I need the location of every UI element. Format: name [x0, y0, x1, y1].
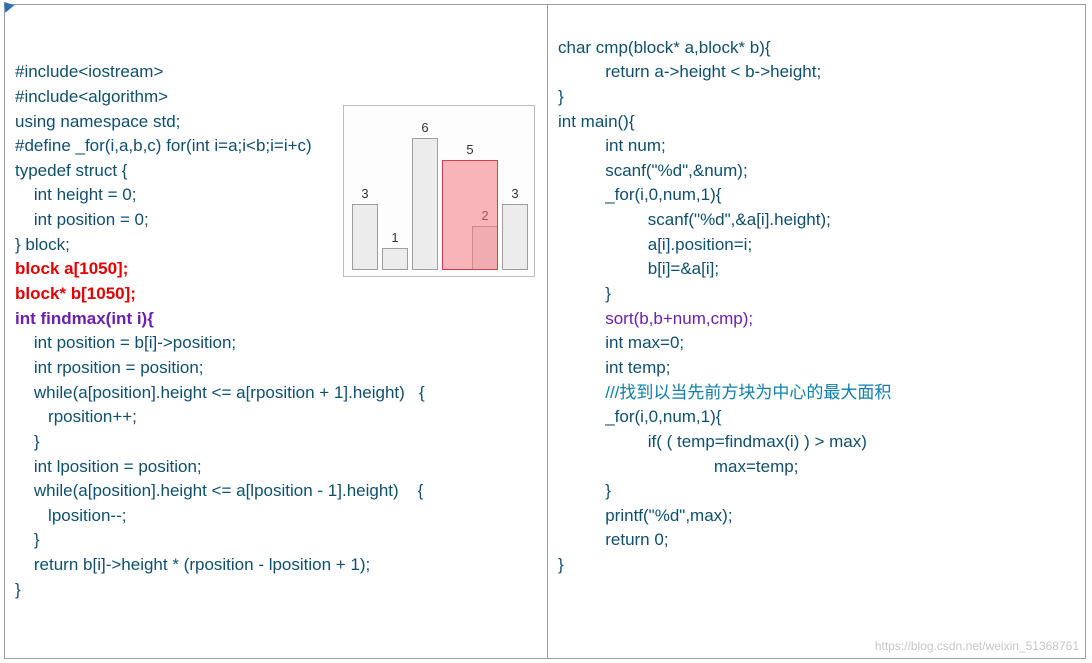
code-line: int height = 0;	[15, 185, 136, 204]
code-line: }	[558, 87, 564, 106]
code-line: int temp;	[558, 358, 670, 377]
watermark: https://blog.csdn.net/weixin_51368761	[875, 638, 1079, 655]
code-line: }	[15, 432, 40, 451]
code-line: while(a[position].height <= a[rposition …	[15, 383, 425, 402]
code-line: scanf("%d",&num);	[558, 161, 748, 180]
code-line: #define _for(i,a,b,c) for(int i=a;i<b;i=…	[15, 136, 312, 155]
code-line: a[i].position=i;	[558, 235, 752, 254]
chart-bar-label: 1	[383, 229, 407, 248]
code-line: sort(b,b+num,cmp);	[558, 309, 753, 328]
code-line: int position = 0;	[15, 210, 149, 229]
code-line: typedef struct {	[15, 161, 127, 180]
code-line: scanf("%d",&a[i].height);	[558, 210, 831, 229]
code-line: } block;	[15, 235, 70, 254]
code-line: b[i]=&a[i];	[558, 259, 719, 278]
right-panel: char cmp(block* a,block* b){ return a->h…	[548, 4, 1086, 659]
chart-bar: 1	[382, 248, 408, 270]
left-panel: #include<iostream> #include<algorithm> u…	[4, 4, 548, 659]
code-line: int lposition = position;	[15, 457, 202, 476]
chart-bar: 6	[412, 138, 438, 270]
chart-bar-label: 3	[353, 185, 377, 204]
chart-bar-label: 6	[413, 119, 437, 138]
code-line: max=temp;	[558, 457, 798, 476]
chart-bar: 3	[502, 204, 528, 270]
code-line: printf("%d",max);	[558, 506, 733, 525]
chart-bar: 3	[352, 204, 378, 270]
code-line: return a->height < b->height;	[558, 62, 821, 81]
chart-bar-label: 5	[443, 141, 497, 160]
code-line: }	[558, 284, 611, 303]
cursor-icon	[0, 0, 14, 13]
code-line: if( ( temp=findmax(i) ) > max)	[558, 432, 867, 451]
histogram-chart: 316523	[343, 105, 535, 277]
code-line: block* b[1050];	[15, 284, 136, 303]
chart-bar-label: 3	[503, 185, 527, 204]
code-line: char cmp(block* a,block* b){	[558, 38, 771, 57]
code-line: #include<iostream>	[15, 62, 163, 81]
code-line: #include<algorithm>	[15, 87, 168, 106]
code-line: rposition++;	[15, 407, 137, 426]
code-line: int rposition = position;	[15, 358, 204, 377]
code-line: }	[15, 530, 40, 549]
code-line: while(a[position].height <= a[lposition …	[15, 481, 423, 500]
code-columns: #include<iostream> #include<algorithm> u…	[4, 4, 1088, 659]
code-line: int main(){	[558, 112, 635, 131]
chart-area: 316523	[344, 106, 534, 276]
code-line: }	[15, 580, 21, 599]
code-line: }	[558, 481, 611, 500]
code-line: int num;	[558, 136, 666, 155]
code-line: using namespace std;	[15, 112, 180, 131]
code-line: int position = b[i]->position;	[15, 333, 236, 352]
code-line: int max=0;	[558, 333, 684, 352]
code-line: int findmax(int i){	[15, 309, 154, 328]
code-line: ///找到以当先前方块为中心的最大面积	[558, 383, 891, 402]
chart-bar: 5	[442, 160, 498, 270]
code-line: block a[1050];	[15, 259, 128, 278]
code-line: return 0;	[558, 530, 669, 549]
code-line: lposition--;	[15, 506, 126, 525]
code-line: _for(i,0,num,1){	[558, 407, 721, 426]
code-line: _for(i,0,num,1){	[558, 185, 721, 204]
